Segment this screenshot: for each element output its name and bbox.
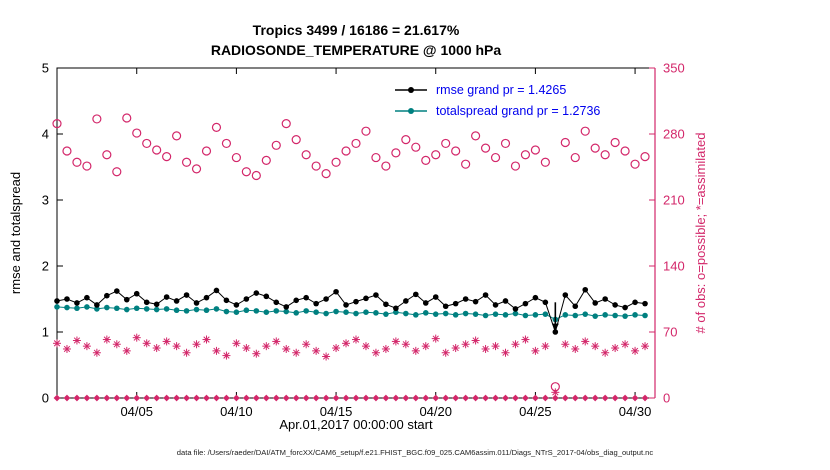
rmse-line-marker-icon [395,86,427,93]
left-y-tick-label: 0 [42,391,49,406]
legend: rmse grand pr = 1.4265 totalspread grand… [393,79,600,121]
series-zero-markers [53,394,649,402]
chart-title-ratio: Tropics 3499 / 16186 = 21.617% [252,22,460,38]
right-y-tick-label: 350 [663,61,685,76]
left-axis-ticks: 0 1 2 3 4 5 [42,61,63,406]
left-y-tick-label: 4 [42,127,49,142]
right-y-tick-label: 280 [663,127,685,142]
right-y-tick-label: 140 [663,259,685,274]
x-tick-label: 04/30 [619,404,652,419]
left-y-tick-label: 2 [42,259,49,274]
left-y-tick-label: 1 [42,325,49,340]
right-axis-label: # of obs: o=possible; *=assimilated [693,132,708,334]
series-totalspread [54,304,648,323]
legend-item-totalspread: totalspread grand pr = 1.2736 [393,100,600,121]
right-axis-ticks: 0 70 140 210 280 350 [649,61,685,406]
legend-label-rmse: rmse grand pr = 1.4265 [436,82,567,97]
series-assimilated-obs [53,333,650,397]
left-y-tick-label: 5 [42,61,49,76]
x-axis-ticks: 04/05 04/10 04/15 04/20 04/25 04/30 [120,68,651,419]
x-tick-label: 04/15 [320,404,353,419]
right-y-tick-label: 210 [663,193,685,208]
series-possible-obs [52,113,650,392]
left-axis-label: rmse and totalspread [8,171,23,295]
totalspread-line-marker-icon [395,107,427,114]
legend-item-rmse: rmse grand pr = 1.4265 [393,79,600,100]
data-file-caption: data file: /Users/raeder/DAI/ATM_forcXX/… [176,448,654,457]
x-tick-label: 04/10 [220,404,253,419]
chart-title-variable: RADIOSONDE_TEMPERATURE @ 1000 hPa [210,42,502,58]
x-axis-label: Apr.01,2017 00:00:00 start [279,417,433,432]
dip-arrow-annotation [551,302,559,331]
x-tick-label: 04/05 [120,404,153,419]
right-y-tick-label: 0 [663,391,670,406]
left-y-tick-label: 3 [42,193,49,208]
right-y-tick-label: 70 [663,325,677,340]
series-rmse [54,286,648,335]
legend-label-totalspread: totalspread grand pr = 1.2736 [436,103,601,118]
x-tick-label: 04/20 [419,404,452,419]
x-tick-label: 04/25 [519,404,552,419]
